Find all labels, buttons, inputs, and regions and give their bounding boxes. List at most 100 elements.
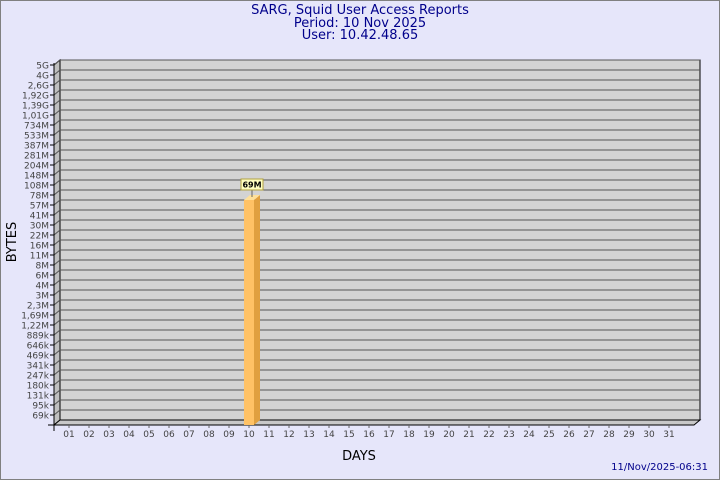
bar-label: 69M bbox=[242, 181, 261, 190]
x-tick-label: 18 bbox=[403, 430, 415, 440]
x-tick-label: 24 bbox=[523, 430, 535, 440]
y-tick-label: 148M bbox=[24, 172, 49, 182]
x-tick-label: 23 bbox=[503, 430, 514, 440]
y-tick-label: 11M bbox=[30, 252, 49, 262]
gridline-side bbox=[53, 409, 61, 416]
x-tick-label: 29 bbox=[623, 430, 635, 440]
gridline-side bbox=[53, 239, 61, 246]
x-tick-label: 10 bbox=[243, 430, 255, 440]
x-tick-label: 02 bbox=[83, 430, 94, 440]
y-tick-label: 247k bbox=[27, 372, 50, 382]
gridline-side bbox=[53, 109, 61, 116]
y-tick-label: 95k bbox=[32, 402, 49, 412]
x-tick-label: 22 bbox=[483, 430, 494, 440]
gridline-side bbox=[53, 89, 61, 96]
gridline-side bbox=[53, 359, 61, 366]
y-tick-label: 387M bbox=[24, 142, 49, 152]
gridline-side bbox=[53, 179, 61, 186]
y-tick-label: 646k bbox=[27, 342, 50, 352]
y-tick-label: 30M bbox=[30, 222, 49, 232]
x-tick-label: 16 bbox=[363, 430, 375, 440]
y-tick-label: 533M bbox=[24, 132, 49, 142]
y-tick-label: 5G bbox=[36, 62, 49, 72]
y-tick-label: 78M bbox=[30, 192, 49, 202]
gridline-side bbox=[53, 189, 61, 196]
gridline-side bbox=[53, 259, 61, 266]
x-tick-label: 31 bbox=[663, 430, 674, 440]
x-tick-label: 26 bbox=[563, 430, 575, 440]
y-tick-label: 69k bbox=[32, 412, 49, 422]
y-tick-label: 1,39G bbox=[22, 102, 49, 112]
y-tick-label: 8M bbox=[36, 262, 50, 272]
y-tick-label: 3M bbox=[36, 292, 50, 302]
y-tick-label: 4M bbox=[36, 282, 50, 292]
chart-title: SARG, Squid User Access Reports bbox=[251, 3, 469, 18]
y-tick-label: 180k bbox=[27, 382, 50, 392]
timestamp: 11/Nov/2025-06:31 bbox=[611, 462, 708, 473]
x-tick-label: 17 bbox=[383, 430, 394, 440]
gridline-side bbox=[53, 289, 61, 296]
gridline-side bbox=[53, 59, 61, 66]
x-tick-label: 05 bbox=[143, 430, 154, 440]
y-tick-label: 734M bbox=[24, 122, 49, 132]
y-tick-label: 16M bbox=[30, 242, 49, 252]
gridline-side bbox=[53, 119, 61, 126]
gridline-side bbox=[53, 159, 61, 166]
y-tick-label: 281M bbox=[24, 152, 49, 162]
gridline-side bbox=[53, 219, 61, 226]
x-tick-label: 09 bbox=[223, 430, 235, 440]
bar-side bbox=[254, 195, 260, 425]
y-tick-label: 1,22M bbox=[21, 322, 49, 332]
gridline-side bbox=[53, 269, 61, 276]
x-tick-label: 19 bbox=[423, 430, 435, 440]
gridline-side bbox=[53, 229, 61, 236]
y-tick-label: 889k bbox=[27, 332, 50, 342]
x-tick-label: 13 bbox=[303, 430, 314, 440]
gridline-side bbox=[53, 339, 61, 346]
y-tick-label: 1,69M bbox=[21, 312, 49, 322]
x-tick-label: 11 bbox=[263, 430, 274, 440]
floor bbox=[52, 419, 702, 426]
y-tick-label: 2,3M bbox=[27, 302, 49, 312]
gridline-side bbox=[53, 299, 61, 306]
gridline-side bbox=[53, 149, 61, 156]
gridline-side bbox=[53, 279, 61, 286]
x-tick-label: 25 bbox=[543, 430, 554, 440]
x-tick-label: 06 bbox=[163, 430, 175, 440]
gridline-side bbox=[53, 369, 61, 376]
y-tick-label: 469k bbox=[27, 352, 50, 362]
gridline-side bbox=[53, 169, 61, 176]
x-tick-label: 12 bbox=[283, 430, 294, 440]
chart-period: Period: 10 Nov 2025 bbox=[293, 16, 427, 31]
y-tick-label: 204M bbox=[24, 162, 49, 172]
x-tick-label: 21 bbox=[463, 430, 474, 440]
x-tick-label: 30 bbox=[643, 430, 655, 440]
y-axis-label: BYTES bbox=[5, 222, 20, 263]
y-tick-label: 41M bbox=[30, 212, 49, 222]
y-tick-label: 22M bbox=[30, 232, 49, 242]
x-axis-label: DAYS bbox=[342, 449, 376, 464]
gridline-side bbox=[53, 79, 61, 86]
gridline-side bbox=[53, 309, 61, 316]
gridline-side bbox=[53, 389, 61, 396]
gridline-side bbox=[53, 349, 61, 356]
x-tick-label: 08 bbox=[203, 430, 215, 440]
x-tick-label: 27 bbox=[583, 430, 594, 440]
y-tick-label: 131k bbox=[27, 392, 50, 402]
x-tick-label: 14 bbox=[323, 430, 335, 440]
x-tick-label: 20 bbox=[443, 430, 455, 440]
gridline-side bbox=[53, 319, 61, 326]
gridline-side bbox=[53, 329, 61, 336]
chart-user: User: 10.42.48.65 bbox=[301, 28, 419, 43]
x-tick-label: 04 bbox=[123, 430, 135, 440]
gridline-side bbox=[53, 249, 61, 256]
y-tick-label: 6M bbox=[36, 272, 50, 282]
x-tick-label: 01 bbox=[63, 430, 74, 440]
y-tick-label: 2,6G bbox=[28, 82, 49, 92]
gridline-side bbox=[53, 379, 61, 386]
bar-label-box bbox=[240, 178, 264, 191]
y-tick-label: 1,01G bbox=[22, 112, 49, 122]
y-tick-label: 57M bbox=[30, 202, 49, 212]
x-tick-label: 28 bbox=[603, 430, 615, 440]
bar bbox=[244, 200, 254, 425]
